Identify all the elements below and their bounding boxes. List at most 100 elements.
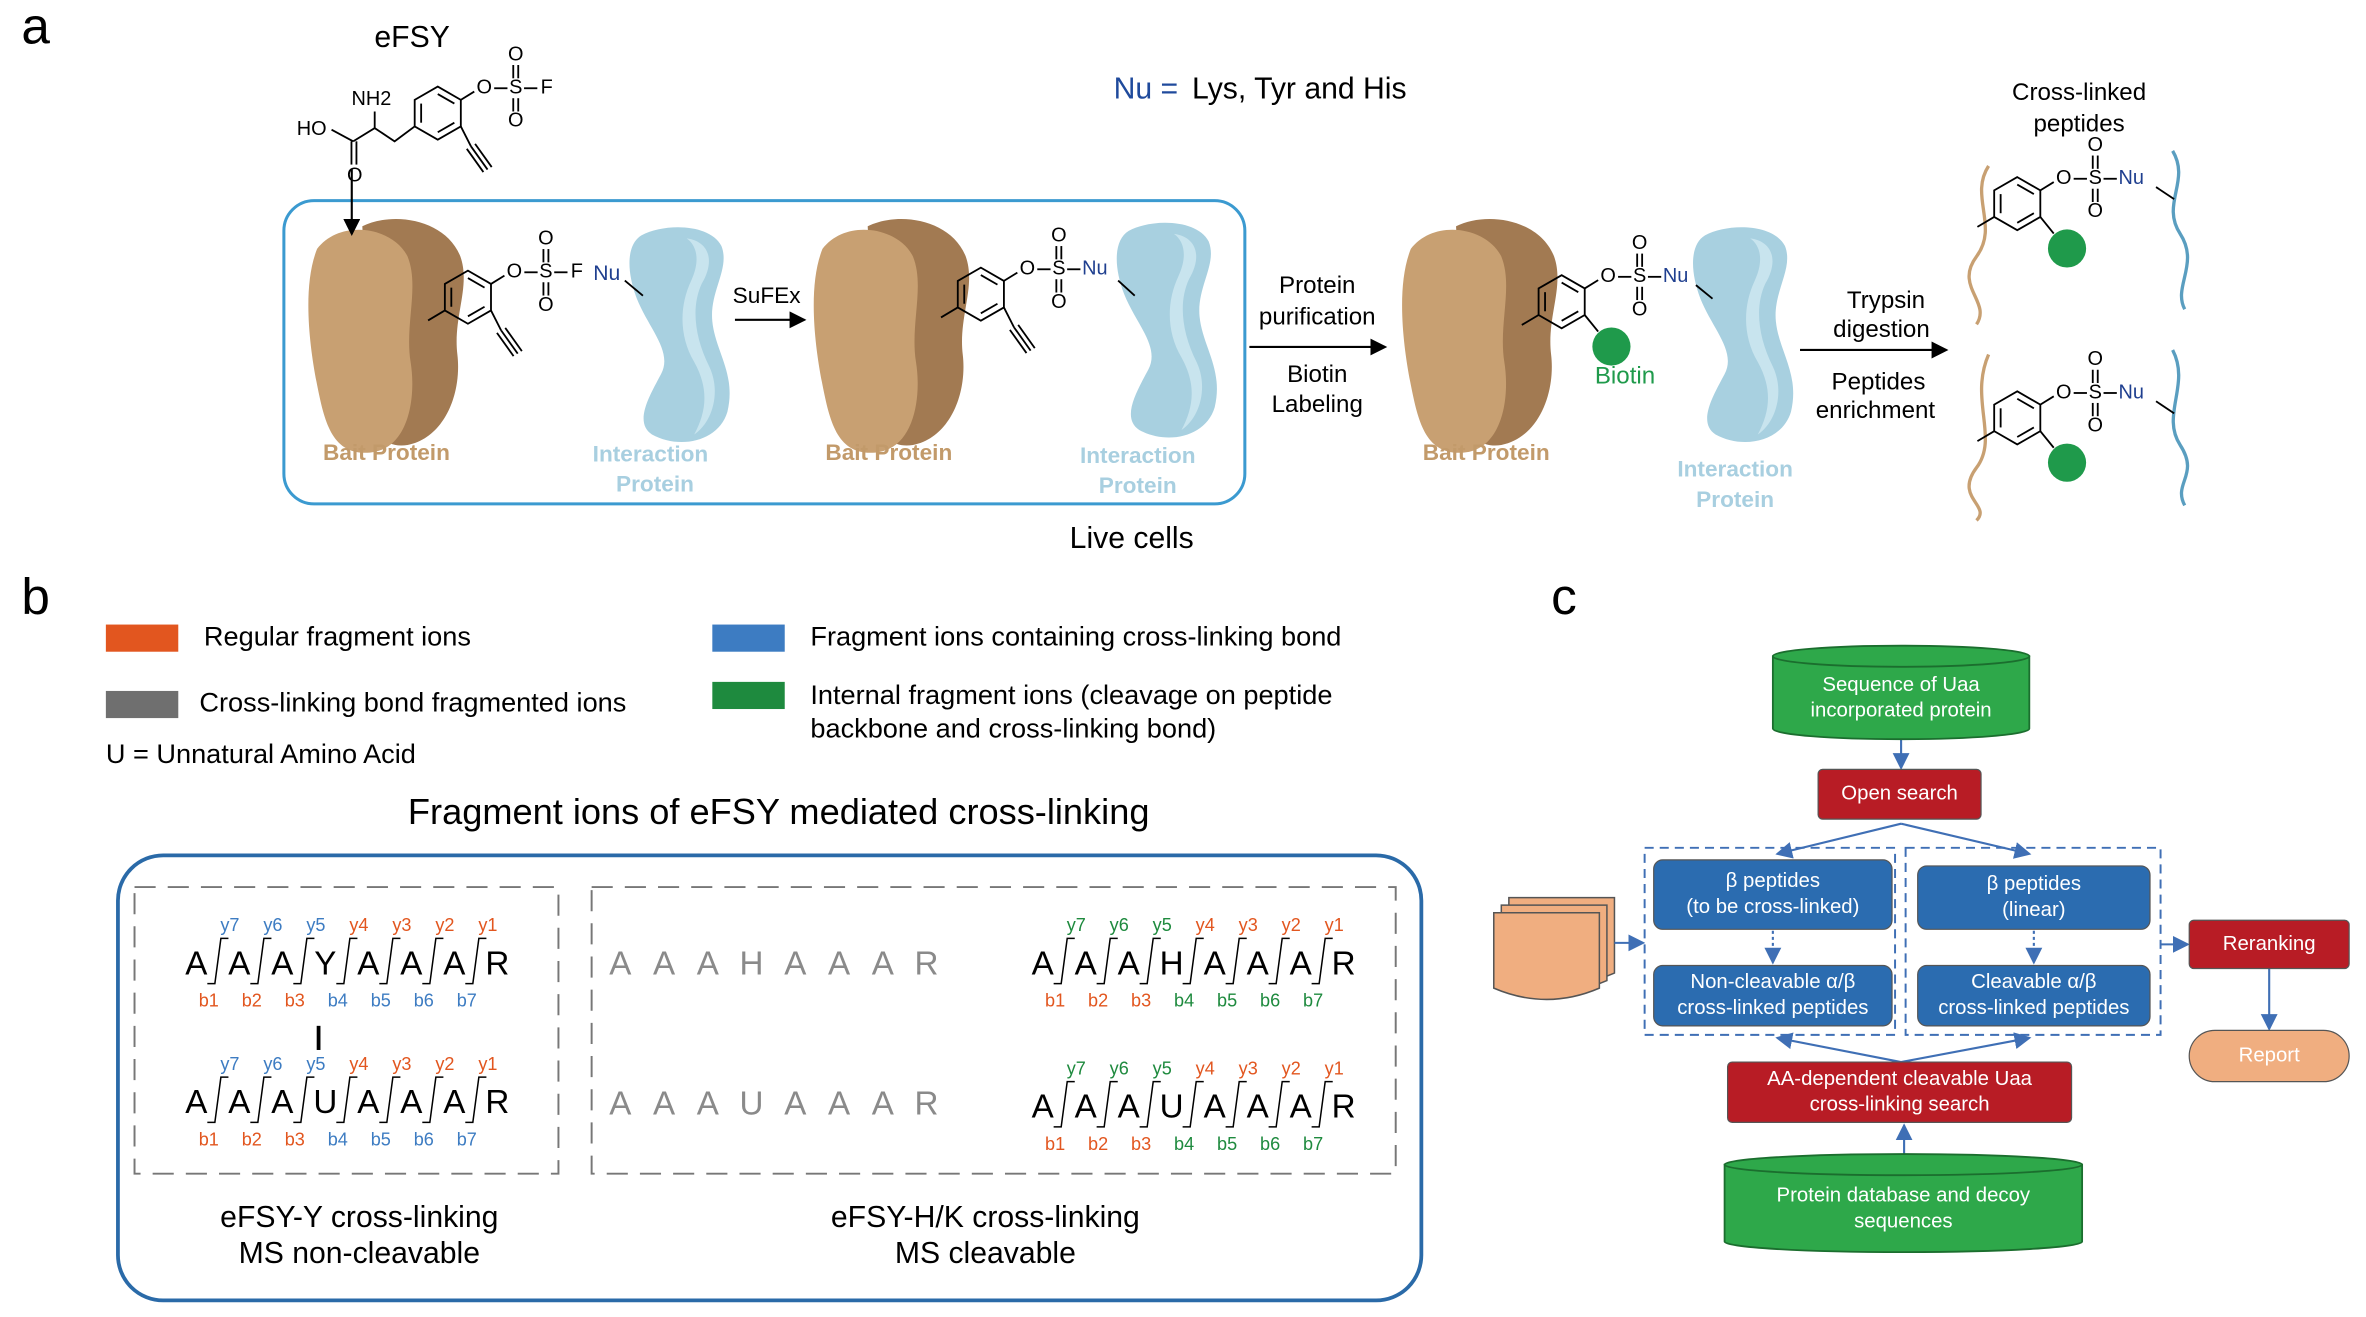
bond <box>1584 279 1599 290</box>
double-bond <box>1561 310 1579 322</box>
nu-bonds <box>624 186 2175 415</box>
b-ion: b6 <box>414 990 434 1010</box>
cleavage-mark <box>1096 1080 1118 1128</box>
bond <box>427 309 446 322</box>
node-text: Cleavable α/β <box>1971 971 2096 993</box>
label: Cross-linked <box>2012 79 2146 106</box>
y-ion: y7 <box>1067 1058 1086 1078</box>
y-ion: y6 <box>263 915 282 935</box>
flow-arrows <box>1614 739 2278 1155</box>
cleavage-mark <box>207 937 229 985</box>
y-ion: y4 <box>1196 915 1215 935</box>
database-top <box>1771 644 2031 668</box>
y-ion: y5 <box>1153 915 1172 935</box>
y-ion: y3 <box>392 1054 411 1074</box>
label: Peptides <box>1832 369 1926 396</box>
b-ion: b1 <box>199 1129 219 1149</box>
dashed-group <box>1643 846 1897 1036</box>
bond <box>504 327 523 352</box>
b-ion: b1 <box>199 990 219 1010</box>
bond <box>460 90 475 101</box>
label: U = Unnatural Amino Acid <box>106 738 416 769</box>
atom: O <box>1632 298 1647 320</box>
caption: MS cleavable <box>895 1237 1076 1270</box>
atom: O <box>347 164 362 186</box>
b-ion: b7 <box>457 990 477 1010</box>
label: Live cells <box>1070 522 1194 555</box>
atom: O <box>1051 291 1066 313</box>
b-ion: b1 <box>1045 990 1065 1010</box>
y-ion: y2 <box>1282 1058 1301 1078</box>
y-ion: y6 <box>1110 915 1129 935</box>
bait-protein-shape <box>308 219 464 453</box>
protein-name: Bait Protein <box>1423 440 1550 465</box>
b-ion: b5 <box>1217 1134 1237 1154</box>
y-ion: y6 <box>263 1054 282 1074</box>
flow-node <box>2188 919 2350 970</box>
legend-text: backbone and cross-linking bond) <box>810 712 1216 743</box>
label: Nu <box>593 262 620 285</box>
unreacted-peptide: AAAHAAAR <box>609 945 938 982</box>
y-ion: y5 <box>306 915 325 935</box>
cleavage-mark <box>1182 1080 1204 1128</box>
b-ion: b2 <box>242 1129 262 1149</box>
arrows <box>343 168 1949 359</box>
bond <box>1976 430 1995 442</box>
biotin-bead <box>1592 327 1631 366</box>
cleavage-mark <box>465 1076 487 1124</box>
bond <box>1521 314 1540 326</box>
legend-text: Internal fragment ions (cleavage on pept… <box>810 679 1332 710</box>
bond <box>331 128 354 143</box>
atom: O <box>2088 414 2103 436</box>
atom: Nu <box>1663 265 1688 287</box>
label: digestion <box>1833 316 1930 343</box>
database-node <box>1723 1163 2084 1254</box>
atom: O <box>538 294 553 316</box>
atom: O <box>1051 224 1066 246</box>
peptide-sequence: AAAUAAAR <box>185 1084 509 1121</box>
cleavage-mark <box>422 1076 444 1124</box>
protein-name: Bait Protein <box>825 440 952 465</box>
interaction-protein-shape <box>1116 222 1217 438</box>
b-ion: b2 <box>1088 1134 1108 1154</box>
cleavage-mark <box>422 937 444 985</box>
cleavage-mark <box>1268 937 1290 985</box>
double-bond <box>2016 397 2035 410</box>
bond <box>1584 314 1599 333</box>
b-ion: b4 <box>1174 1134 1194 1154</box>
atom: O <box>538 227 553 249</box>
y-ion: y2 <box>435 915 454 935</box>
dashed-group <box>1904 846 2162 1036</box>
cleavage-mark <box>379 1076 401 1124</box>
double-bond <box>2016 183 2035 195</box>
legend-text: Fragment ions containing cross-linking b… <box>810 620 1341 651</box>
caption: eFSY-H/K cross-linking <box>831 1201 1140 1234</box>
flow-node <box>1726 1061 2073 1123</box>
biotin-bead <box>2047 229 2087 268</box>
bond <box>496 332 515 357</box>
peptide-sequence: AAAYAAAR <box>185 945 509 982</box>
atom: F <box>571 261 583 283</box>
b-ion: b2 <box>242 990 262 1010</box>
label: Fragment ions of eFSY mediated cross-lin… <box>408 791 1150 832</box>
bait-protein-shape <box>1402 219 1558 453</box>
double-bond <box>437 93 455 105</box>
node-text: incorporated protein <box>1811 700 1992 722</box>
bond <box>1009 329 1028 354</box>
protein-name: Protein <box>616 472 694 497</box>
node-text: cross-linking search <box>1810 1093 1990 1115</box>
b-ion: b7 <box>457 1129 477 1149</box>
b-ion: b4 <box>328 1129 348 1149</box>
cleavage-mark <box>1311 1080 1333 1128</box>
flow-node <box>1653 964 1893 1027</box>
peptide-chains <box>1967 150 2190 522</box>
double-bond <box>467 305 485 318</box>
y-ion: y2 <box>435 1054 454 1074</box>
node-text: AA-dependent cleavable Uaa <box>1767 1068 2033 1090</box>
label: c <box>1551 568 1577 625</box>
y-ion: y1 <box>1325 1058 1344 1078</box>
protein-name: Interaction <box>1080 443 1196 468</box>
protein-name: Bait Protein <box>323 440 450 465</box>
